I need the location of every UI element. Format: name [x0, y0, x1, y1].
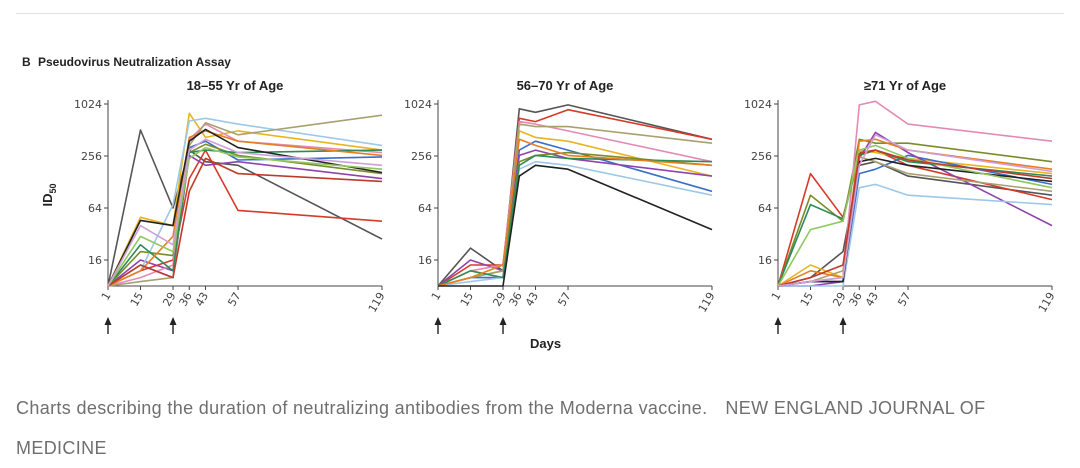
y-tick-label: 1024 — [744, 98, 772, 111]
y-axis-label: ID50 — [40, 183, 58, 206]
x-tick-label: 119 — [366, 290, 388, 315]
series-line — [777, 149, 1053, 287]
dose-arrow-head — [434, 317, 442, 325]
x-tick-label: 119 — [1036, 290, 1058, 315]
series-line — [107, 130, 383, 287]
dose-arrow-head — [839, 317, 847, 325]
x-tick-label: 119 — [696, 290, 718, 315]
series-line — [437, 108, 713, 287]
y-tick-label: 256 — [751, 150, 772, 163]
series-line — [107, 138, 383, 287]
x-tick-label: 29 — [490, 290, 508, 309]
series-line — [107, 114, 383, 287]
x-tick-label: 15 — [798, 290, 816, 309]
dose-arrow-head — [104, 317, 112, 325]
series-line — [778, 183, 1053, 287]
caption-text: Charts describing the duration of neutra… — [16, 398, 708, 418]
series-line — [437, 120, 713, 287]
y-tick-label: 256 — [81, 150, 102, 163]
series-line — [777, 144, 1053, 287]
x-tick-label: 29 — [830, 290, 848, 309]
chart-figure: B Pseudovirus Neutralization Assay 18–55… — [16, 46, 1064, 368]
x-tick-label: 36 — [847, 290, 865, 309]
caption: Charts describing the duration of neutra… — [16, 388, 1072, 468]
panel-letter: B — [22, 55, 31, 69]
x-tick-label: 43 — [193, 290, 211, 309]
caption-credit: NEW ENGLAND JOURNAL OF MEDICINE — [16, 398, 986, 458]
series-line — [107, 146, 383, 287]
x-tick-label: 1 — [769, 290, 784, 303]
series-line — [107, 112, 383, 287]
x-tick-label: 29 — [160, 290, 178, 309]
series-line — [107, 157, 383, 287]
x-tick-label: 57 — [225, 290, 243, 309]
series-line — [438, 164, 713, 287]
x-tick-label: 57 — [555, 290, 573, 309]
series-line — [437, 138, 713, 287]
series-line — [777, 138, 1053, 287]
y-tick-label: 1024 — [404, 98, 432, 111]
series-line — [437, 154, 713, 287]
series-line — [777, 160, 1053, 287]
series-line — [777, 149, 1053, 287]
series-line — [777, 100, 1053, 287]
x-axis-label: Days — [530, 336, 561, 351]
y-tick-label: 1024 — [74, 98, 102, 111]
series-line — [437, 104, 713, 287]
y-tick-label: 16 — [758, 254, 772, 267]
series-line — [777, 149, 1053, 287]
chart-canvas: B Pseudovirus Neutralization Assay 18–55… — [22, 55, 1058, 351]
x-tick-label: 15 — [128, 290, 146, 309]
panel-title: 18–55 Yr of Age — [187, 78, 284, 93]
y-tick-label: 16 — [418, 254, 432, 267]
panel-title: ≥71 Yr of Age — [864, 78, 946, 93]
x-tick-label: 36 — [177, 290, 195, 309]
figure-title: Pseudovirus Neutralization Assay — [38, 55, 231, 69]
series-line — [107, 128, 383, 287]
series-line — [777, 134, 1053, 287]
x-tick-label: 36 — [507, 290, 525, 309]
y-tick-label: 16 — [88, 254, 102, 267]
top-divider — [16, 13, 1064, 14]
y-tick-label: 64 — [758, 202, 772, 215]
x-tick-label: 1 — [429, 290, 444, 303]
dose-arrow-head — [169, 317, 177, 325]
series-line — [107, 154, 383, 287]
y-tick-label: 64 — [88, 202, 102, 215]
series-line — [107, 149, 383, 287]
x-tick-label: 57 — [895, 290, 913, 309]
y-tick-label: 64 — [418, 202, 432, 215]
series-line — [777, 149, 1053, 287]
panel-title: 56–70 Yr of Age — [517, 78, 614, 93]
x-tick-label: 1 — [99, 290, 114, 303]
x-tick-label: 15 — [458, 290, 476, 309]
y-tick-label: 256 — [411, 150, 432, 163]
dose-arrow-head — [774, 317, 782, 325]
x-tick-label: 43 — [863, 290, 881, 309]
x-tick-label: 43 — [523, 290, 541, 309]
dose-arrow-head — [499, 317, 507, 325]
series-line — [437, 123, 713, 287]
